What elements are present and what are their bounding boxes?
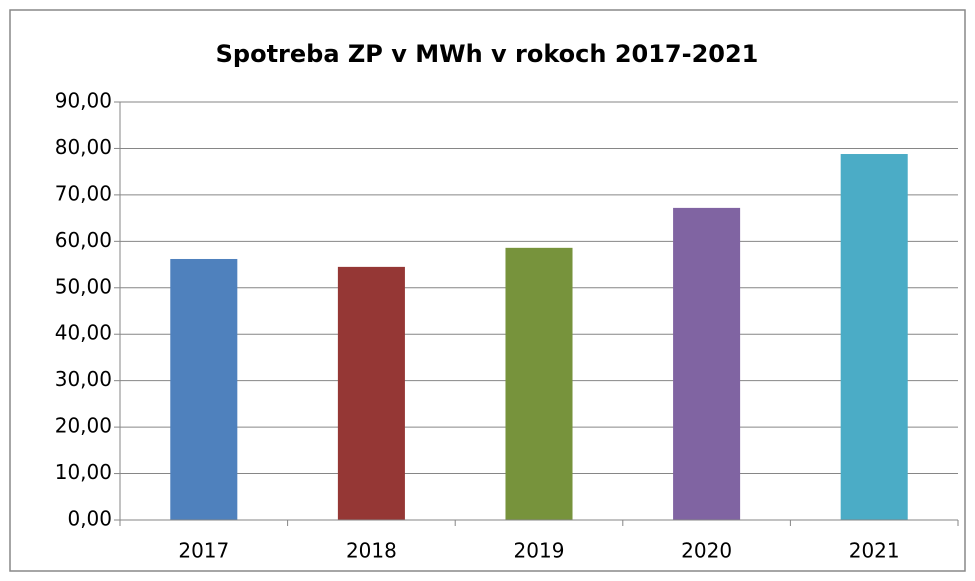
x-tick-label: 2021 [849,539,900,563]
x-tick-label: 2017 [178,539,229,563]
y-tick-label: 20,00 [55,414,112,438]
x-tick-label: 2019 [514,539,565,563]
y-tick-label: 80,00 [55,135,112,159]
bar [337,266,405,520]
bar [170,258,238,520]
y-tick-label: 10,00 [55,460,112,484]
x-tick-label: 2020 [681,539,732,563]
y-tick-label: 40,00 [55,321,112,345]
bar [505,247,573,520]
y-tick-label: 60,00 [55,228,112,252]
y-tick-label: 30,00 [55,367,112,391]
y-tick-label: 90,00 [55,89,112,113]
y-tick-label: 70,00 [55,181,112,205]
y-tick-label: 50,00 [55,274,112,298]
bar [840,154,908,521]
bar [673,207,741,521]
chart-frame [9,9,966,572]
chart-title: Spotreba ZP v MWh v rokoch 2017-2021 [216,40,759,68]
x-tick-label: 2018 [346,539,397,563]
y-tick-label: 0,00 [67,507,112,531]
